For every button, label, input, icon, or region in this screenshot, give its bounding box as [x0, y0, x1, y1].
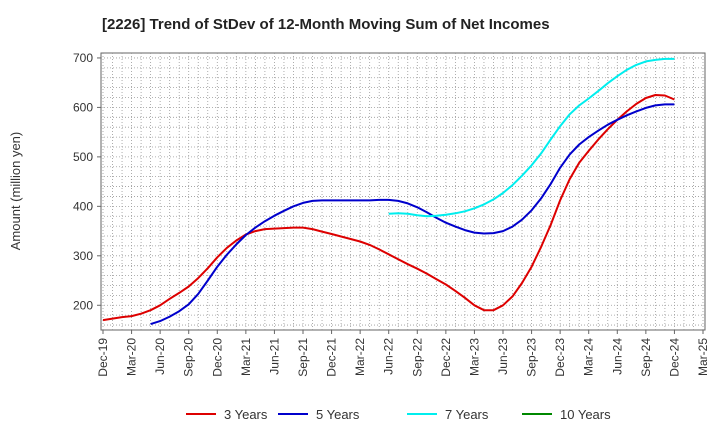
series-line [150, 103, 675, 326]
y-tick-label: 400 [73, 199, 93, 213]
legend-label: 10 Years [560, 407, 611, 422]
y-axis-label: Amount (million yen) [8, 132, 23, 251]
x-tick-label: Dec-22 [439, 338, 453, 377]
x-tick-label: Dec-23 [553, 338, 567, 377]
y-axis-ticks: 200 300 400 500 600 700 [73, 51, 101, 312]
x-tick-label: Dec-20 [210, 338, 224, 377]
x-tick-label: Sep-21 [296, 338, 310, 377]
legend-label: 7 Years [445, 407, 489, 422]
x-tick-label: Jun-22 [382, 338, 396, 375]
x-tick-label: Sep-23 [525, 338, 539, 377]
y-tick-label: 700 [73, 51, 93, 65]
x-tick-label: Dec-24 [667, 338, 681, 377]
plot-area [100, 52, 706, 331]
chart-title: [2226] Trend of StDev of 12-Month Moving… [102, 16, 550, 33]
x-tick-label: Sep-20 [182, 338, 196, 377]
x-tick-label: Jun-21 [267, 338, 281, 375]
y-tick-label: 300 [73, 249, 93, 263]
legend-label: 5 Years [316, 407, 360, 422]
y-tick-label: 500 [73, 150, 93, 164]
x-tick-label: Jun-23 [496, 338, 510, 375]
y-tick-label: 600 [73, 100, 93, 114]
x-axis-ticks: Dec-19 Mar-20 Jun-20 Sep-20 Dec-20 Mar-21 Jun-… [96, 330, 710, 377]
x-tick-label: Mar-20 [125, 338, 139, 376]
x-tick-label: Dec-19 [96, 338, 110, 377]
x-tick-label: Mar-22 [353, 338, 367, 376]
x-tick-label: Jun-20 [153, 338, 167, 375]
legend-label: 3 Years [224, 407, 268, 422]
series-lines [102, 57, 675, 326]
x-tick-label: Mar-24 [582, 338, 596, 376]
x-tick-label: Dec-21 [325, 338, 339, 377]
grid-lines [101, 53, 705, 330]
series-line [102, 94, 675, 322]
series-line [388, 57, 675, 218]
x-tick-label: Mar-25 [696, 338, 710, 376]
x-tick-label: Sep-22 [410, 338, 424, 377]
x-tick-label: Mar-23 [467, 338, 481, 376]
x-tick-label: Jun-24 [610, 338, 624, 375]
x-tick-label: Mar-21 [239, 338, 253, 376]
y-tick-label: 200 [73, 298, 93, 312]
legend: 3 Years 5 Years 7 Years 10 Years [186, 407, 611, 422]
x-tick-label: Sep-24 [639, 338, 653, 377]
